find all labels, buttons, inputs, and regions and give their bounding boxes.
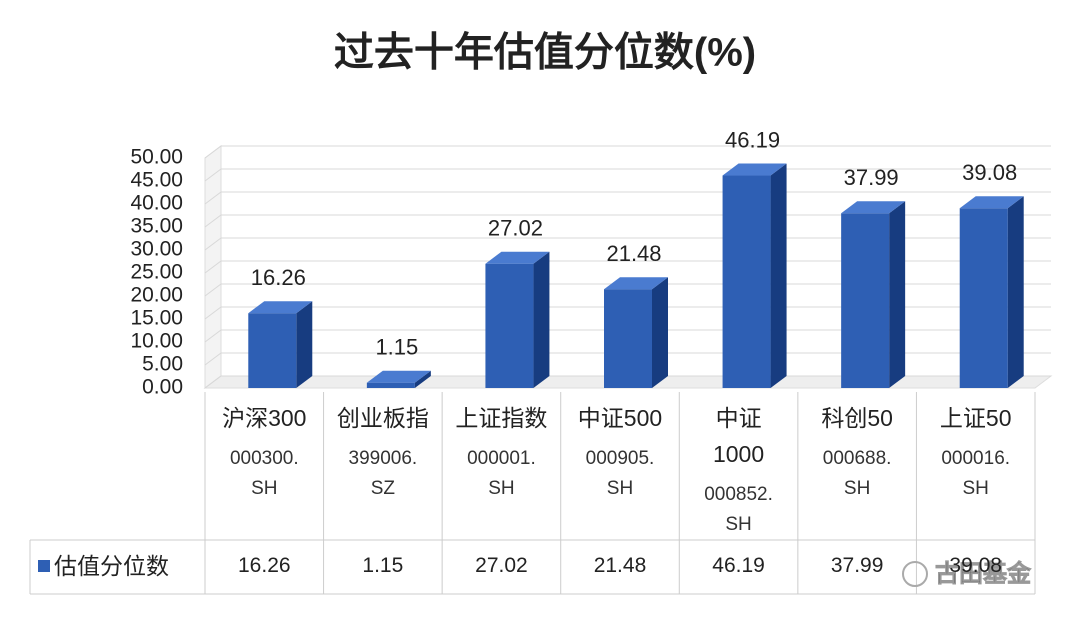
bar-top [722, 163, 787, 176]
category-label: 科创50 [821, 405, 893, 431]
data-label: 27.02 [488, 216, 543, 241]
bar [485, 263, 534, 388]
table-value: 1.15 [362, 554, 404, 577]
bar-side [770, 163, 787, 388]
legend-label: 估值分位数 [54, 553, 169, 579]
bar-top [841, 201, 906, 214]
grid-line [204, 145, 1051, 159]
y-tick-label: 10.00 [130, 330, 183, 353]
bar [841, 213, 890, 388]
bar [366, 382, 415, 388]
category-code: 000905.SH [585, 448, 655, 499]
bar [959, 208, 1008, 388]
bar [722, 175, 771, 388]
bar-top [485, 251, 550, 264]
category-code: 000688.SH [822, 448, 892, 499]
category-cell: 中证1000 000852.SH [679, 400, 798, 540]
table-value: 39.08 [949, 554, 1002, 577]
watermark: 古田基金 [935, 559, 1032, 587]
watermark-icon [902, 561, 928, 587]
grid-line [204, 214, 1051, 228]
y-tick-label: 20.00 [130, 284, 183, 307]
y-tick-label: 35.00 [130, 215, 183, 238]
bar-side [1007, 196, 1024, 388]
category-code: 000852.SH [704, 484, 773, 535]
category-label: 中证1000 [712, 405, 765, 467]
bar-top [959, 196, 1024, 209]
category-cell: 创业板指 399006.SZ [324, 400, 443, 504]
y-tick-label: 15.00 [130, 307, 183, 330]
chart-title: 过去十年估值分位数(%) [334, 31, 756, 75]
data-label: 46.19 [725, 127, 780, 152]
category-label: 沪深300 [222, 405, 307, 431]
bar-side [889, 201, 906, 388]
table-value: 46.19 [712, 554, 765, 577]
legend-swatch [38, 560, 50, 572]
data-label: 37.99 [844, 165, 899, 190]
table-value: 37.99 [830, 554, 884, 577]
y-tick-label: 30.00 [130, 238, 183, 261]
category-cell: 中证500 000905.SH [561, 400, 680, 504]
category-code: 399006.SZ [348, 448, 418, 499]
data-label: 1.15 [375, 335, 418, 360]
grid-line [204, 191, 1051, 205]
data-label: 21.48 [606, 241, 661, 266]
y-tick-label: 25.00 [130, 261, 183, 284]
category-cell: 沪深300 000300.SH [205, 400, 324, 504]
table-value: 16.26 [238, 554, 291, 577]
category-label: 上证50 [939, 405, 1012, 431]
table-value: 27.02 [475, 554, 528, 577]
bar-top [604, 277, 668, 290]
data-label: 39.08 [962, 160, 1017, 185]
category-cell: 科创50 000688.SH [798, 400, 917, 504]
data-label: 16.26 [251, 265, 306, 290]
bar [248, 313, 297, 388]
y-tick-label: 50.00 [130, 146, 183, 169]
table-value: 21.48 [593, 554, 647, 577]
bar-side [414, 370, 431, 388]
category-cell: 上证50 000016.SH [916, 400, 1035, 504]
y-tick-label: 0.00 [142, 376, 183, 399]
bar-top [366, 370, 431, 383]
bar [604, 289, 652, 388]
category-code: 000001.SH [467, 448, 536, 499]
bar-top [248, 301, 313, 314]
category-cell: 上证指数 000001.SH [442, 400, 561, 504]
category-label: 中证500 [577, 405, 663, 431]
category-label: 上证指数 [455, 405, 548, 431]
bar-side [533, 251, 550, 388]
y-tick-label: 45.00 [130, 169, 183, 192]
bar-side [652, 277, 668, 388]
category-code: 000300.SH [229, 448, 299, 499]
category-label: 创业板指 [336, 405, 429, 431]
category-code: 000016.SH [941, 448, 1011, 499]
bar-side [296, 301, 313, 388]
y-tick-label: 5.00 [142, 353, 183, 376]
grid-line [204, 168, 1051, 182]
y-tick-label: 40.00 [130, 192, 183, 215]
